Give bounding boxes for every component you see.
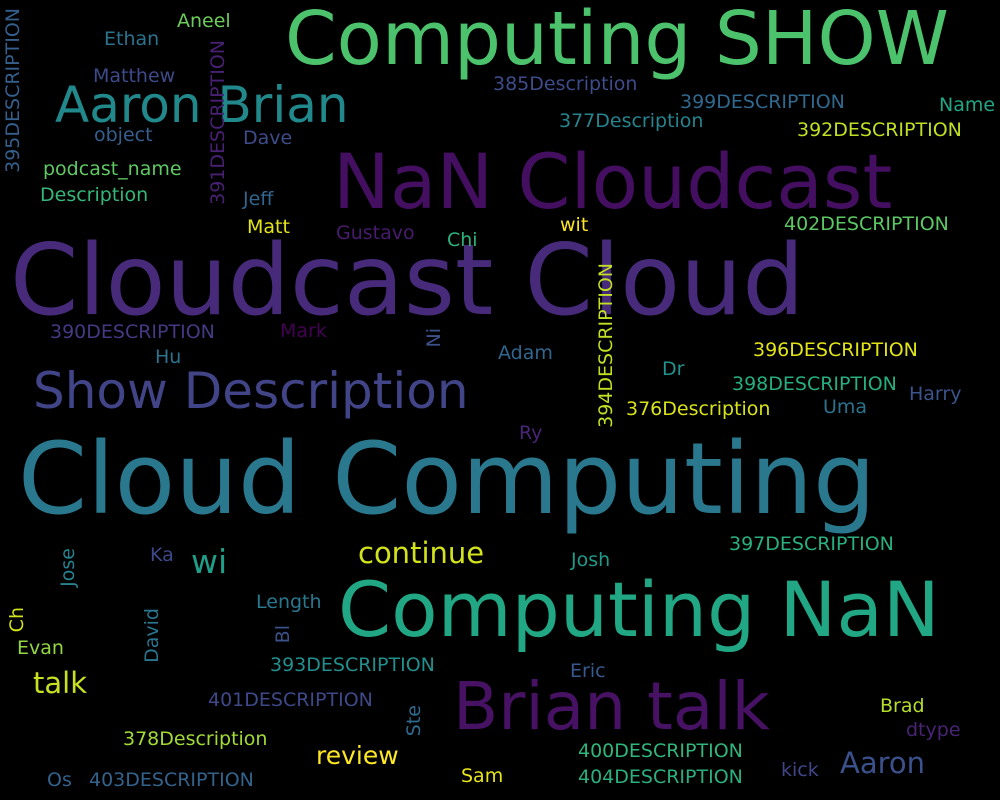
word-os: Os — [47, 769, 72, 791]
word-harry: Harry — [909, 383, 962, 405]
word-evan: Evan — [17, 637, 64, 659]
word-dr: Dr — [662, 358, 685, 380]
word-hu: Hu — [155, 346, 182, 368]
word-393description: 393DESCRIPTION — [270, 654, 435, 676]
word-wit: wit — [560, 214, 589, 236]
word-kick: kick — [781, 759, 819, 781]
word-show-description: Show Description — [33, 362, 469, 420]
word-aneel: Aneel — [177, 10, 231, 32]
word-ch: Ch — [6, 607, 28, 633]
word-ethan: Ethan — [104, 28, 160, 50]
word-377description: 377Description — [559, 110, 704, 132]
word-403description: 403DESCRIPTION — [89, 769, 254, 791]
word-390description: 390DESCRIPTION — [50, 321, 215, 343]
word-object: object — [94, 124, 153, 146]
word-dave: Dave — [243, 127, 293, 149]
word-length: Length — [256, 591, 322, 613]
word-mark: Mark — [280, 320, 327, 342]
word-review: review — [316, 741, 399, 770]
word-brad: Brad — [880, 695, 925, 717]
word-jeff: Jeff — [243, 188, 274, 210]
word-david: David — [141, 608, 163, 663]
word-376description: 376Description — [626, 398, 771, 420]
word-ry: Ry — [519, 422, 543, 444]
word-computing-nan: Computing NaN — [338, 565, 940, 654]
word-aaron-brian: Aaron Brian — [55, 76, 349, 134]
word-wi: wi — [191, 542, 228, 581]
word-sam: Sam — [461, 765, 504, 787]
word-ste: Ste — [403, 705, 425, 737]
word-396description: 396DESCRIPTION — [753, 339, 918, 361]
word-uma: Uma — [823, 396, 868, 418]
word-ka: Ka — [150, 544, 174, 566]
word-matthew: Matthew — [93, 65, 176, 87]
word-400description: 400DESCRIPTION — [578, 740, 743, 762]
word-dtype: dtype — [906, 719, 961, 741]
word-399description: 399DESCRIPTION — [680, 91, 845, 113]
word-cloud-computing: Cloud Computing — [18, 422, 876, 537]
word-eric: Eric — [570, 660, 606, 682]
word-brian-talk: Brian talk — [453, 668, 770, 745]
word-401description: 401DESCRIPTION — [208, 689, 373, 711]
word-description: Description — [40, 184, 149, 206]
word-josh: Josh — [571, 549, 611, 571]
word-jose: Jose — [57, 548, 79, 587]
word-398description: 398DESCRIPTION — [732, 373, 897, 395]
word-404description: 404DESCRIPTION — [578, 766, 743, 788]
word-chi: Chi — [447, 229, 478, 251]
word-name: Name — [939, 94, 996, 116]
word-computing-show: Computing SHOW — [285, 0, 949, 82]
word-397description: 397DESCRIPTION — [729, 533, 894, 555]
word-cloudcast-cloud: Cloudcast Cloud — [10, 224, 805, 338]
word-nan-cloudcast: NaN Cloudcast — [333, 137, 893, 226]
word-385description: 385Description — [493, 73, 638, 95]
word-gustavo: Gustavo — [336, 222, 415, 244]
word-394description: 394DESCRIPTION — [595, 263, 617, 428]
word-matt: Matt — [247, 216, 290, 238]
word-ni: Ni — [423, 328, 445, 348]
word-392description: 392DESCRIPTION — [797, 119, 962, 141]
word-adam: Adam — [498, 342, 553, 364]
word-bl: Bl — [272, 625, 294, 644]
word-continue: continue — [358, 536, 485, 570]
word-402description: 402DESCRIPTION — [784, 213, 949, 235]
word-talk: talk — [33, 666, 87, 700]
word-395description: 395DESCRIPTION — [2, 8, 24, 173]
word-391description: 391DESCRIPTION — [207, 40, 229, 205]
word-podcast-name: podcast_name — [43, 158, 182, 180]
word-aaron: Aaron — [840, 746, 926, 780]
word-378description: 378Description — [123, 728, 268, 750]
